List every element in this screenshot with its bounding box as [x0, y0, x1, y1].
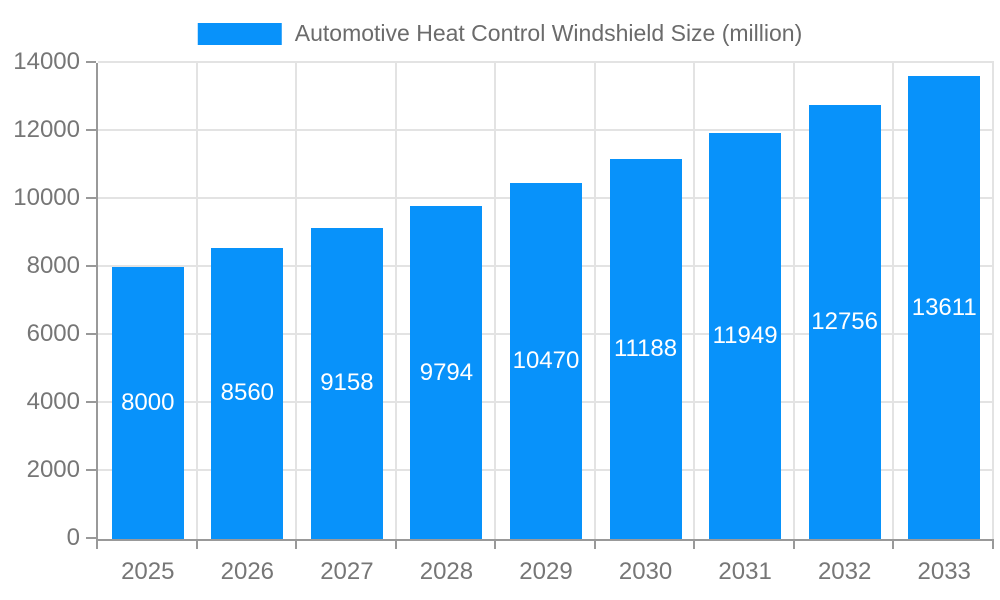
y-axis-label: 6000 [26, 320, 80, 347]
x-gridline [295, 63, 298, 539]
x-axis-tick [494, 539, 497, 549]
y-axis-tick [86, 265, 96, 267]
x-gridline [494, 63, 497, 539]
x-gridline [892, 63, 895, 539]
bar[interactable] [211, 247, 284, 539]
y-axis-line [96, 63, 98, 539]
x-axis-tick [394, 539, 397, 549]
x-axis-tick [195, 539, 198, 549]
y-axis-tick [86, 469, 96, 471]
y-axis-label: 0 [66, 524, 80, 551]
y-axis-tick [86, 197, 96, 199]
x-axis-label: 2033 [917, 558, 971, 585]
legend-label: Automotive Heat Control Windshield Size … [294, 20, 803, 46]
x-axis-label: 2025 [121, 558, 175, 585]
y-axis-tick [86, 61, 96, 63]
bar[interactable] [510, 183, 582, 539]
x-axis-tick [693, 539, 696, 549]
x-axis-line [96, 539, 994, 541]
x-axis-label: 2030 [618, 558, 673, 585]
y-axis-label: 12000 [13, 116, 80, 143]
x-axis-label: 2028 [419, 558, 474, 585]
x-axis-label: 2029 [519, 558, 573, 585]
x-axis-tick [593, 539, 596, 549]
y-axis-label: 10000 [13, 184, 80, 211]
legend-swatch [197, 22, 282, 45]
x-axis-tick [992, 539, 994, 549]
x-axis-label: 2027 [320, 558, 374, 585]
x-axis-tick [892, 539, 895, 549]
y-axis-label: 14000 [13, 48, 80, 75]
x-axis-label: 2026 [220, 558, 275, 585]
x-gridline [792, 63, 795, 539]
x-gridline [992, 63, 994, 539]
x-gridline [593, 63, 596, 539]
y-axis-label: 8000 [26, 252, 80, 279]
y-axis-tick [86, 333, 96, 335]
y-axis-tick [86, 401, 96, 403]
x-gridline [693, 63, 696, 539]
y-gridline [98, 61, 994, 63]
bar[interactable] [410, 206, 483, 539]
bar[interactable] [310, 227, 383, 539]
bar[interactable] [808, 105, 881, 539]
x-gridline [195, 63, 198, 539]
x-axis-tick [792, 539, 795, 549]
x-axis-tick [96, 539, 98, 549]
x-axis-label: 2032 [817, 558, 872, 585]
x-axis-label: 2031 [718, 558, 772, 585]
y-axis-label: 2000 [26, 456, 80, 483]
y-axis-label: 4000 [26, 388, 80, 415]
bar[interactable] [609, 158, 682, 539]
legend-item[interactable]: Automotive Heat Control Windshield Size … [197, 20, 803, 47]
x-gridline [394, 63, 397, 539]
bar[interactable] [908, 76, 981, 539]
bar[interactable] [709, 132, 782, 539]
y-axis-tick [86, 129, 96, 131]
x-axis-tick [295, 539, 298, 549]
y-axis-tick [86, 537, 96, 539]
bar[interactable] [111, 267, 184, 539]
y-gridline [98, 129, 994, 131]
